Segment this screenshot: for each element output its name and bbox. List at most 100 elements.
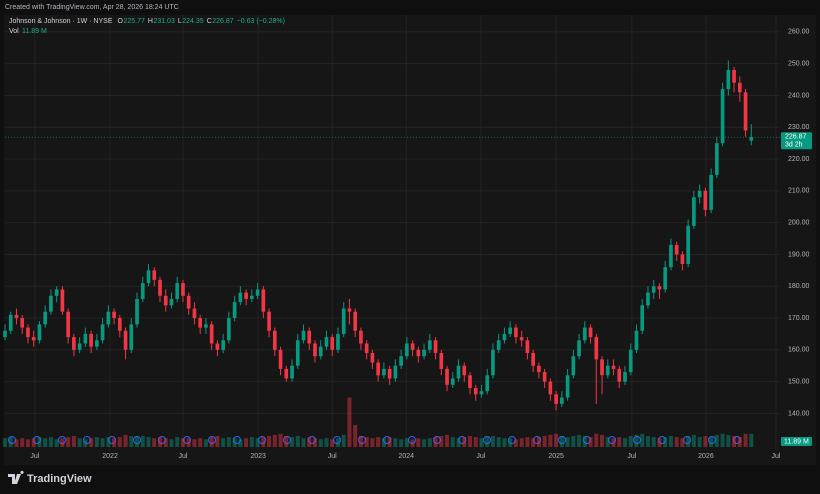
countdown: 3d 2h xyxy=(785,142,803,149)
volume-bar xyxy=(634,434,639,447)
volume-bar xyxy=(123,434,128,447)
volume-bar xyxy=(364,437,369,447)
candle-body xyxy=(594,337,599,360)
candle-body xyxy=(123,330,128,350)
candle-body xyxy=(634,330,639,350)
volume-bar xyxy=(605,437,610,447)
volume-bar xyxy=(60,438,65,447)
volume-bar xyxy=(358,436,363,447)
candle-body xyxy=(628,349,633,373)
candle-body xyxy=(473,387,478,395)
volume-bar xyxy=(565,437,570,447)
volume-bar xyxy=(25,439,30,447)
candle-body xyxy=(387,368,392,379)
candle-body xyxy=(456,365,461,379)
candle-body xyxy=(657,286,662,290)
volume-bar xyxy=(536,437,541,447)
volume-bar xyxy=(140,436,145,447)
event-icon xyxy=(733,436,741,444)
candle-body xyxy=(336,333,340,350)
volume-bar xyxy=(513,439,518,447)
volume-bar xyxy=(657,438,662,447)
volume-bar xyxy=(697,437,702,447)
volume-bar xyxy=(89,438,94,447)
candle-body xyxy=(502,333,507,341)
volume-bar xyxy=(312,438,318,447)
x-tick-label: 2025 xyxy=(548,453,564,460)
volume-bar xyxy=(301,438,306,447)
volume-bar xyxy=(77,438,82,447)
event-icon xyxy=(83,436,91,444)
candle-body xyxy=(347,308,352,312)
candle-body xyxy=(106,311,111,325)
candle-body xyxy=(680,254,685,264)
volume-bar xyxy=(272,434,277,447)
volume-bar xyxy=(238,439,243,447)
volume-bar xyxy=(2,438,8,447)
candle-body xyxy=(749,137,754,141)
event-icon xyxy=(283,436,291,444)
volume-bar xyxy=(261,437,266,447)
volume-bar xyxy=(290,437,295,447)
candle-body xyxy=(238,292,243,303)
volume-bar xyxy=(571,436,576,447)
pane xyxy=(4,15,816,465)
candle-body xyxy=(198,318,203,328)
candle-body xyxy=(313,343,317,357)
volume-bar xyxy=(410,439,415,447)
event-icon xyxy=(108,436,116,444)
price-badge xyxy=(781,132,812,150)
volume-bar xyxy=(43,438,48,447)
volume-bar xyxy=(622,438,628,447)
candle-body xyxy=(479,391,484,395)
candle-body xyxy=(135,298,139,325)
volume-bar xyxy=(686,436,691,447)
candle-body xyxy=(709,174,713,210)
event-icon xyxy=(358,436,366,444)
event-icon xyxy=(533,436,541,444)
grid xyxy=(5,15,780,450)
volume-bar xyxy=(100,438,105,447)
logo-icon xyxy=(8,470,24,484)
candle-body xyxy=(410,343,415,350)
candle-body xyxy=(100,324,105,341)
y-tick-label: 200.00 xyxy=(788,219,810,226)
candle-body xyxy=(720,89,725,144)
volume-bar xyxy=(255,438,260,447)
volume-bar xyxy=(427,438,432,447)
footer: TradingView xyxy=(0,465,820,494)
volume-bar xyxy=(31,438,36,447)
volume-bar xyxy=(462,437,467,447)
event-icon xyxy=(708,436,716,444)
volume-bar xyxy=(473,437,478,447)
candle-body xyxy=(697,190,702,198)
candle-body xyxy=(623,372,627,382)
volume-bar xyxy=(640,433,645,447)
candle-body xyxy=(318,346,323,357)
event-icon xyxy=(458,436,466,444)
volume-bar xyxy=(192,439,197,447)
created-note: Created with TradingView.com, Apr 28, 20… xyxy=(5,4,179,11)
y-tick-label: 160.00 xyxy=(788,347,810,354)
candle-body xyxy=(60,289,65,312)
volume-bar xyxy=(71,436,76,447)
candle-body xyxy=(439,353,444,369)
candle-body xyxy=(181,283,185,296)
x-tick-label: Jul xyxy=(178,453,187,460)
candle-body xyxy=(89,333,93,347)
volume-bar xyxy=(508,438,513,447)
volume-bar xyxy=(720,433,725,447)
volume-bar xyxy=(180,438,185,447)
volume-bar xyxy=(106,437,111,447)
candle-body xyxy=(445,368,449,385)
candle-body xyxy=(209,324,214,344)
event-icon xyxy=(208,436,216,444)
event-icon xyxy=(558,436,566,444)
event-icon xyxy=(633,436,641,444)
volume-bar xyxy=(502,438,507,447)
candle-body xyxy=(405,343,409,357)
ohlc-value: 226.87 xyxy=(212,18,234,25)
brand[interactable]: TradingView xyxy=(27,473,92,485)
volume-bar xyxy=(209,437,214,447)
